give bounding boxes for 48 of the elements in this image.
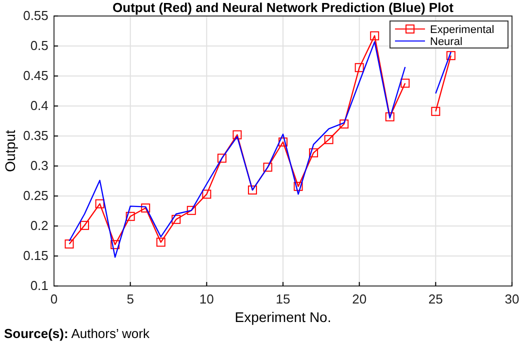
point	[156, 238, 166, 247]
point	[217, 154, 226, 163]
y-tick-label: 0.2	[30, 218, 48, 234]
point	[340, 120, 349, 128]
point	[294, 182, 303, 191]
point	[110, 240, 120, 250]
chart-title: Output (Red) and Neural Network Prediction (Blue) Plot	[112, 0, 454, 15]
x-axis-title: Experiment No.	[234, 309, 332, 325]
y-tick-label: 0.55	[23, 8, 48, 24]
point	[354, 63, 364, 72]
point	[141, 204, 150, 212]
point	[400, 78, 410, 88]
point	[370, 31, 380, 40]
x-tick-label: 15	[276, 291, 290, 306]
y-tick-label: 0.5	[30, 38, 48, 54]
y-tick-label: 0.25	[23, 188, 48, 204]
point	[431, 106, 440, 116]
point	[80, 220, 90, 230]
point	[172, 214, 181, 224]
point	[324, 135, 334, 144]
point	[232, 130, 242, 140]
point	[64, 240, 74, 248]
x-tick-label: 10	[199, 291, 214, 306]
point	[309, 148, 318, 158]
y-tick-label: 0.3	[30, 158, 48, 174]
y-tick-label: 0.1	[30, 278, 48, 294]
x-tick-label: 30	[504, 291, 520, 306]
point	[202, 190, 212, 199]
point	[278, 138, 288, 146]
point	[186, 206, 196, 215]
source-note: Source(s): Authors’ work	[4, 326, 150, 341]
y-tick-label: 0.15	[23, 248, 48, 264]
x-tick-label: 20	[352, 291, 367, 306]
point	[248, 186, 257, 194]
y-tick-label: 0.4	[30, 98, 48, 114]
x-tick-label: 0	[50, 291, 58, 306]
legend-label: Neural	[430, 36, 462, 48]
y-tick-label: 0.35	[23, 128, 48, 144]
y-tick-label: 0.45	[23, 68, 48, 84]
point	[446, 51, 456, 60]
point	[126, 212, 135, 221]
x-tick-label: 5	[126, 291, 134, 306]
x-tick-label: 25	[428, 291, 443, 306]
point	[263, 162, 272, 172]
point	[385, 112, 394, 122]
legend-label: Experimental	[430, 24, 494, 36]
point	[95, 199, 104, 208]
y-axis-title: Output	[2, 130, 18, 172]
